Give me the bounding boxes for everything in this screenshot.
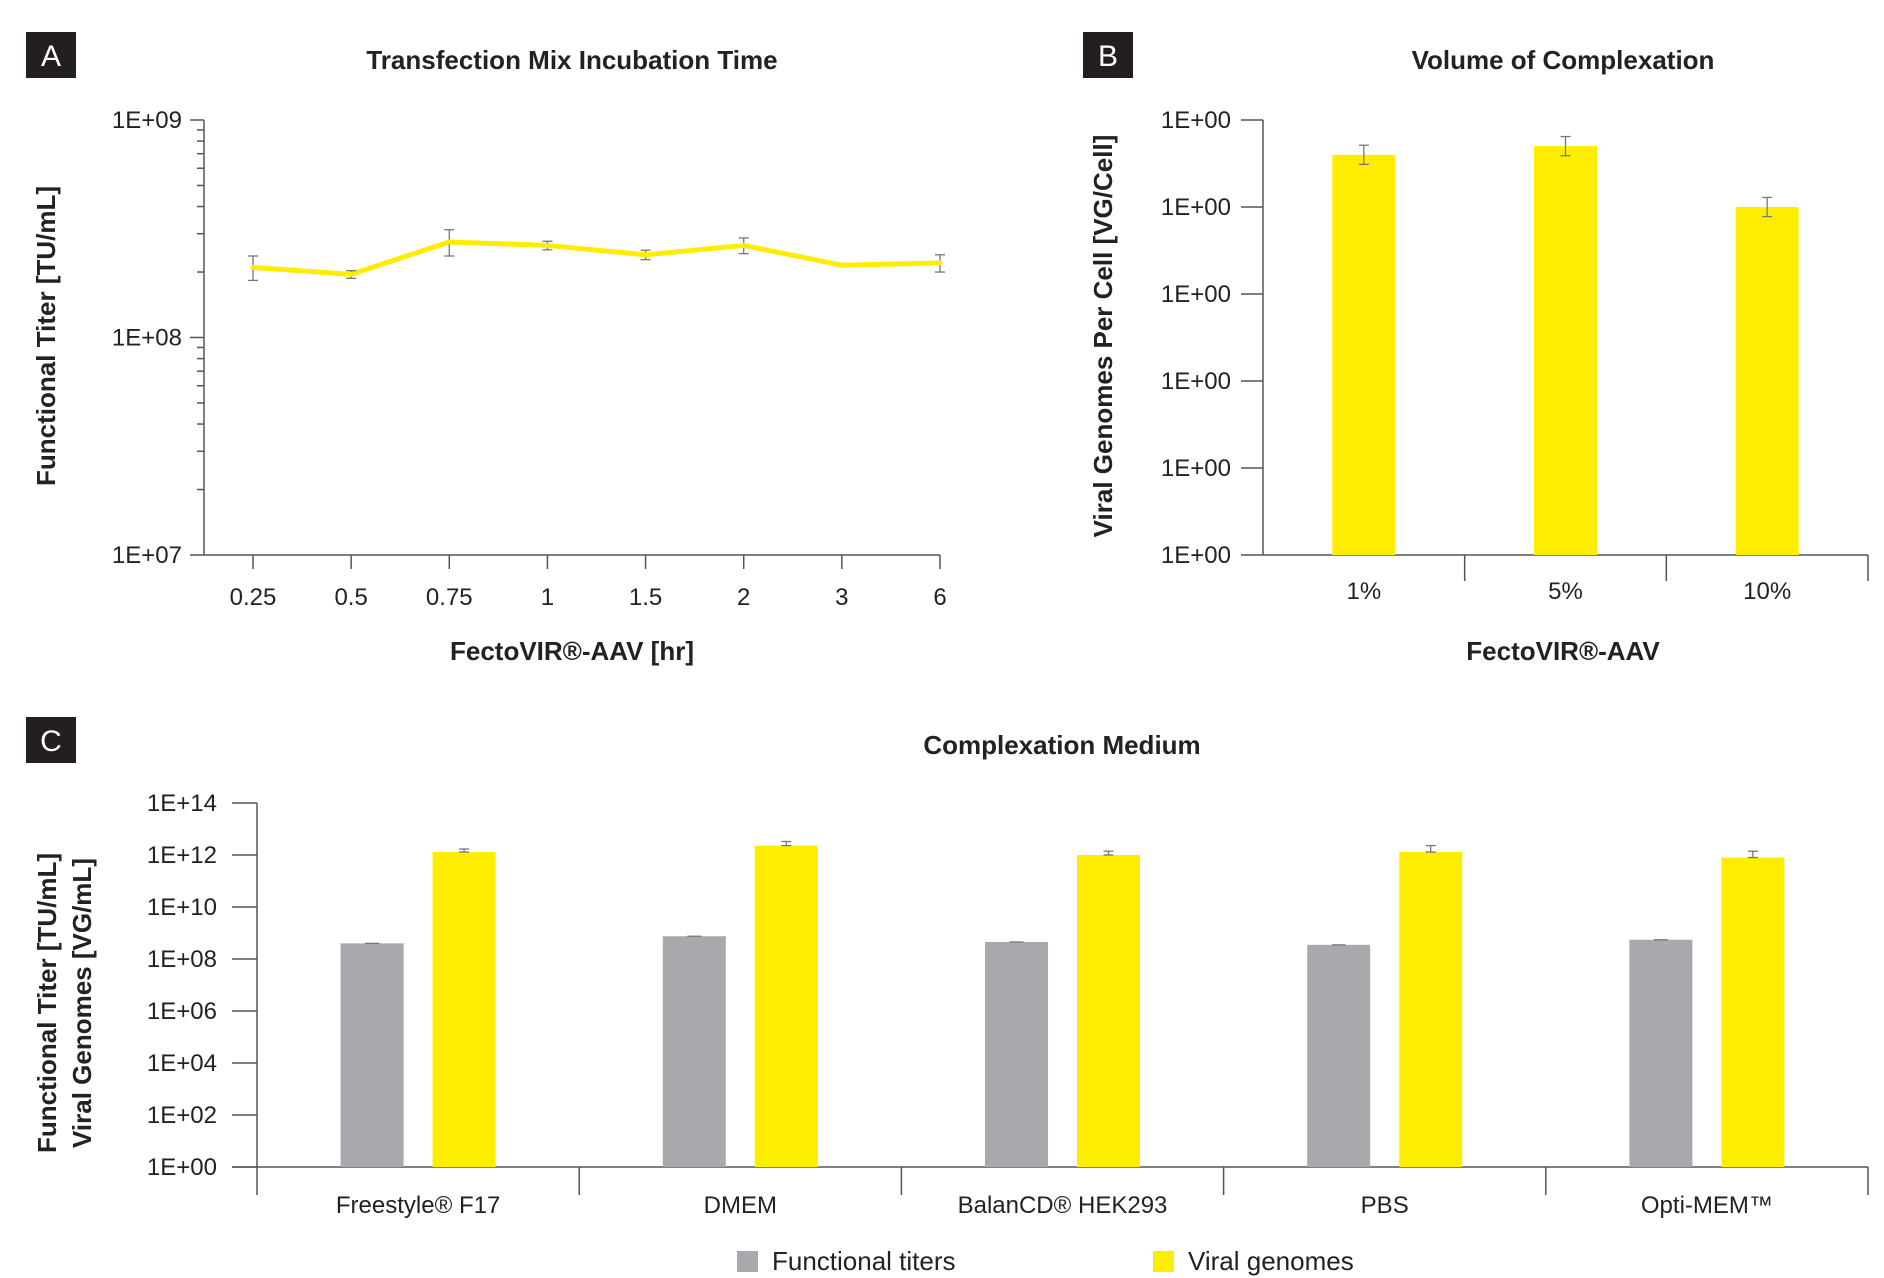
panel-b-y-tick-label: 1E+00 [1161, 107, 1231, 134]
panel-c-x-tick-label: Opti-MEM™ [1641, 1192, 1773, 1219]
panel-c-x-tick-label: DMEM [704, 1192, 777, 1219]
panel-c-y-axis-label-line2: Viral Genomes [VG/mL] [67, 858, 97, 1148]
panel-a: A Transfection Mix Incubation Time Fecto… [26, 32, 947, 666]
panel-b-badge [1083, 32, 1133, 78]
legend-label-viral-genomes: Viral genomes [1188, 1246, 1354, 1276]
panel-a-x-tick-label: 1 [541, 584, 554, 611]
panel-c-badge [26, 717, 76, 763]
panel-a-badge-label: A [41, 40, 61, 73]
panel-c-bar-functional-titers [1307, 944, 1371, 1167]
panel-b-bar [1332, 154, 1396, 556]
panel-c-x-tick-label: Freestyle® F17 [336, 1192, 500, 1219]
panel-c-x-tick-label: PBS [1361, 1192, 1409, 1219]
panel-c-bar-viral-genomes [432, 852, 496, 1167]
panel-a-data-point [446, 239, 452, 245]
panel-b-badge-label: B [1098, 40, 1118, 73]
panel-a-x-tick-label: 0.5 [334, 584, 367, 611]
panel-a-title: Transfection Mix Incubation Time [366, 45, 777, 75]
panel-c-bar-functional-titers [662, 936, 726, 1167]
panel-a-data-point [348, 271, 354, 277]
panel-b-y-tick-label: 1E+00 [1161, 368, 1231, 395]
panel-a-x-tick-label: 0.75 [426, 584, 473, 611]
panel-a-data-point [741, 242, 747, 248]
panel-a-x-tick-label: 6 [933, 584, 946, 611]
panel-a-x-tick-label: 1.5 [629, 584, 662, 611]
panel-c-y-tick-label: 1E+06 [147, 998, 217, 1025]
panel-a-y-tick-label: 1E+07 [112, 542, 182, 569]
panel-b-title: Volume of Complexation [1412, 45, 1715, 75]
panel-a-y-tick-label: 1E+09 [112, 107, 182, 134]
panel-b-x-tick-label: 5% [1548, 578, 1583, 605]
panel-c-badge-label: C [40, 725, 62, 758]
panel-c-bar-viral-genomes [1399, 852, 1463, 1167]
panel-b-y-tick-label: 1E+00 [1161, 194, 1231, 221]
panel-b-bar [1534, 146, 1597, 555]
panel-a-x-axis-label: FectoVIR®-AAV [hr] [450, 636, 694, 666]
legend-swatch-viral-genomes [1153, 1251, 1174, 1272]
panel-b-x-tick-label: 10% [1743, 578, 1791, 605]
panel-b-x-tick-label: 1% [1346, 578, 1381, 605]
panel-a-data-point [937, 260, 943, 266]
panel-c-plot-area: 1E+00 1E+02 1E+04 1E+06 1E+08 1E+10 1E+12 1E+14… [147, 790, 1869, 1219]
panel-c-bar-functional-titers [985, 942, 1048, 1167]
panel-c-title: Complexation Medium [923, 730, 1200, 760]
panel-c-bar-functional-titers [1629, 939, 1693, 1167]
panel-a-data-point [544, 242, 550, 248]
panel-c-y-tick-label: 1E+14 [147, 790, 217, 817]
panel-a-data-point [839, 262, 845, 268]
legend-swatch-functional-titers [737, 1251, 758, 1272]
panel-a-data-point [643, 252, 649, 258]
panel-b-bar [1735, 207, 1799, 555]
panel-b-y-axis-label: Viral Genomes Per Cell [VG/Cell] [1088, 135, 1118, 538]
panel-c-y-tick-label: 1E+10 [147, 894, 217, 921]
panel-a-y-tick-label: 1E+08 [112, 325, 182, 352]
panel-c-y-axis-label-line1: Functional Titer [TU/mL] [32, 853, 62, 1153]
panel-b: B Volume of Complexation FectoVIR®-AAV V… [1083, 32, 1869, 666]
panel-c-y-tick-label: 1E+04 [147, 1050, 217, 1077]
panel-c-y-tick-label: 1E+08 [147, 946, 217, 973]
panel-c-bar-viral-genomes [1077, 855, 1140, 1167]
panel-a-series-line [252, 239, 941, 277]
panel-a-y-axis-label: Functional Titer [TU/mL] [31, 186, 61, 486]
panel-c-bar-viral-genomes [1721, 857, 1785, 1167]
panel-c-y-tick-label: 1E+12 [147, 842, 217, 869]
panel-c: C Complexation Medium Functional Titer [… [26, 717, 1869, 1219]
panel-c-bar-viral-genomes [754, 845, 818, 1167]
legend: Functional titers Viral genomes [737, 1246, 1354, 1276]
panel-a-x-tick-label: 0.25 [230, 584, 277, 611]
panel-a-plot-area: 1E+07 1E+08 1E+09 0.25 0.5 0.75 1 1.5 2 3 6 [112, 107, 947, 611]
panel-c-y-tick-label: 1E+00 [147, 1154, 217, 1181]
panel-a-data-point [250, 264, 256, 270]
panel-b-x-axis-label: FectoVIR®-AAV [1466, 636, 1660, 666]
panel-c-bar-functional-titers [340, 943, 404, 1167]
panel-b-y-tick-label: 1E+00 [1161, 281, 1231, 308]
panel-c-x-tick-label: BalanCD® HEK293 [958, 1192, 1168, 1219]
legend-label-functional-titers: Functional titers [772, 1246, 956, 1276]
panel-c-y-tick-label: 1E+02 [147, 1102, 217, 1129]
panel-b-plot-area: 1E+00 1E+00 1E+00 1E+00 1E+00 1E+00 1% 5% 10% [1161, 107, 1869, 605]
panel-a-badge [26, 32, 76, 78]
panel-b-y-tick-label: 1E+00 [1161, 455, 1231, 482]
panel-a-x-tick-label: 3 [835, 584, 848, 611]
panel-b-y-tick-label: 1E+00 [1161, 542, 1231, 569]
panel-a-x-tick-label: 2 [737, 584, 750, 611]
